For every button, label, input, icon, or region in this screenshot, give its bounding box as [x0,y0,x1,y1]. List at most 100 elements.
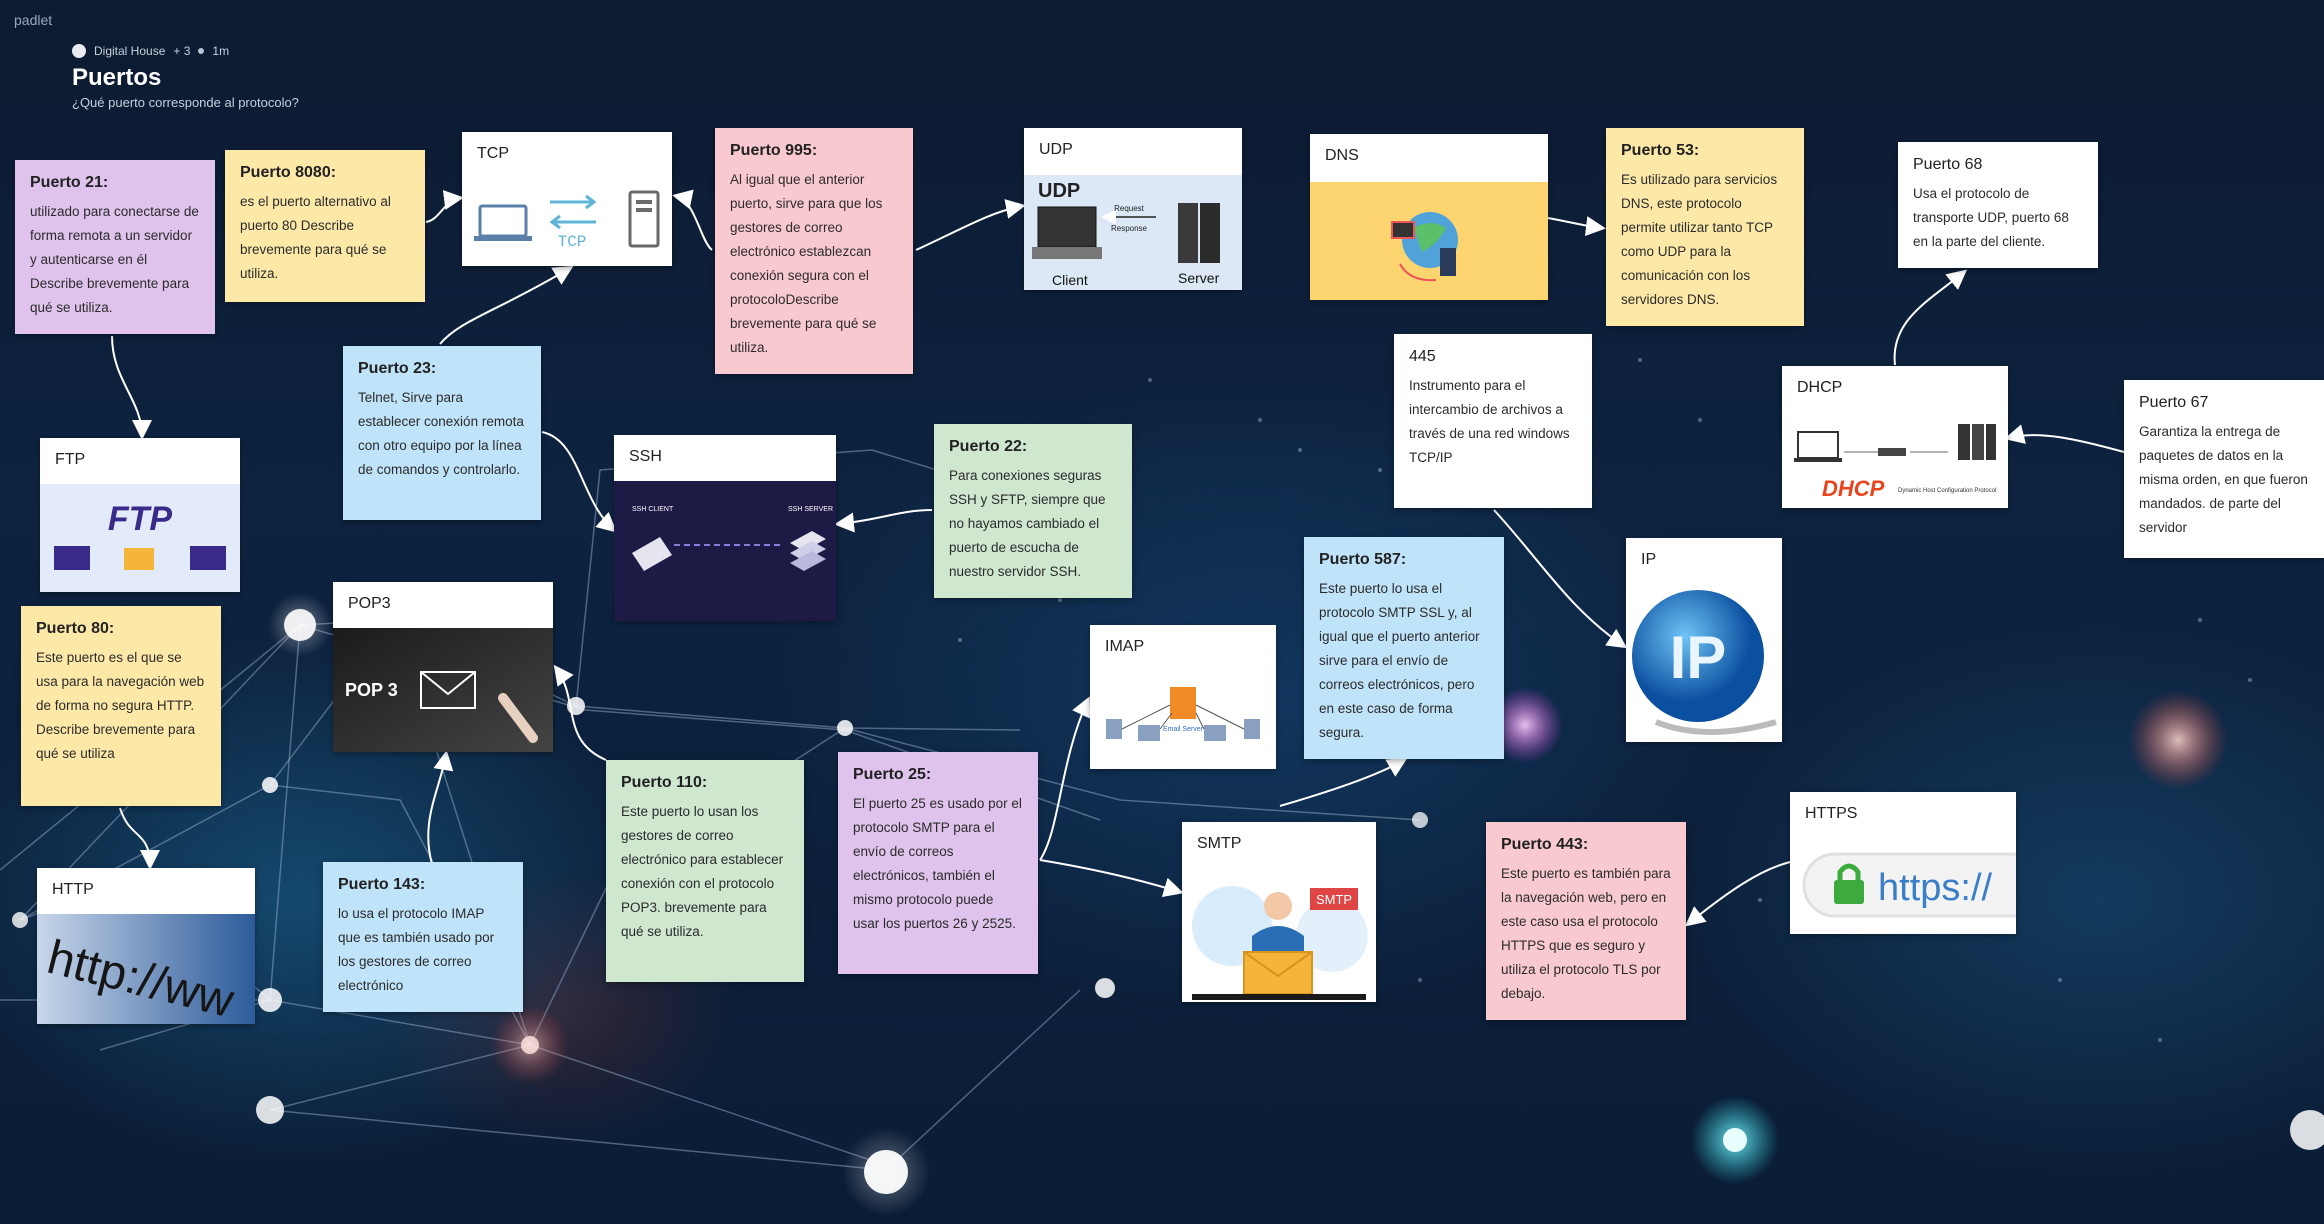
author-name[interactable]: Digital House [94,44,166,58]
dhcp-image-sub: Dynamic Host Configuration Protocol [1898,488,1996,494]
time-ago: 1m [212,44,230,58]
page-title: Puertos [72,64,162,91]
post-title: IMAP [1105,638,1145,655]
padlet-logo[interactable]: padlet [14,12,53,28]
post-title: Puerto 21: [30,174,109,191]
dns-image [1310,182,1548,300]
post-card-puerto-68[interactable]: Puerto 68 Usa el protocolo de transporte… [1898,142,2098,268]
post-card-puerto-22[interactable]: Puerto 22: Para conexiones seguras SSH y… [934,424,1132,598]
udp-image-label: UDP [1038,180,1080,202]
post-title: Puerto 67 [2139,394,2209,411]
post-title: Puerto 53: [1621,142,1700,159]
post-body: utilizado para conectarse de forma remot… [30,204,199,315]
post-card-puerto-587[interactable]: Puerto 587: Este puerto lo usa el protoc… [1304,537,1504,759]
post-body: Este puerto lo usa el protocolo SMTP SSL… [1319,581,1480,740]
contributors-count[interactable]: + 3 [173,44,191,58]
post-card-smtp[interactable]: SMTP SMTP [1182,822,1376,1002]
post-title: Puerto 25: [853,766,932,783]
udp-client-label: Client [1052,272,1088,288]
post-title: Puerto 143: [338,876,426,893]
post-title: HTTP [52,881,94,898]
post-card-dns[interactable]: DNS [1310,134,1548,300]
post-title: Puerto 22: [949,438,1028,455]
smtp-image-label: SMTP [1316,892,1352,907]
https-image: https:// [1802,852,2016,918]
https-image-label: https:// [1878,867,1992,909]
ip-image: IP [1632,590,1777,735]
author-avatar [72,44,86,58]
post-card-http[interactable]: HTTP http://ww [37,868,255,1024]
pop3-image: POP 3 [333,628,553,752]
post-card-puerto-80[interactable]: Puerto 80: Este puerto es el que se usa … [21,606,221,806]
post-card-puerto-67[interactable]: Puerto 67 Garantiza la entrega de paquet… [2124,380,2324,558]
ssh-server-label: SSH SERVER [788,506,833,513]
post-title: DNS [1325,147,1359,164]
post-card-udp[interactable]: UDP UDP Request Response Client Server [1024,128,1242,290]
ssh-client-label: SSH CLIENT [632,506,674,513]
post-card-ip[interactable]: IP IP [1626,538,1782,742]
post-body: Este puerto es el que se usa para la nav… [36,650,205,761]
post-body: Instrumento para el intercambio de archi… [1409,378,1570,465]
imap-image: Email Server [1106,687,1260,741]
post-card-445[interactable]: 445 Instrumento para el intercambio de a… [1394,334,1592,508]
ftp-image: FTP [40,484,240,592]
post-card-puerto-110[interactable]: Puerto 110: Este puerto lo usan los gest… [606,760,804,982]
post-card-https[interactable]: HTTPS https:// [1790,792,2016,934]
post-title: SSH [629,448,662,465]
ftp-image-label: FTP [108,500,173,538]
post-card-pop3[interactable]: POP3 POP 3 [333,582,553,752]
post-title: Puerto 587: [1319,551,1407,568]
post-card-puerto-53[interactable]: Puerto 53: Es utilizado para servicios D… [1606,128,1804,326]
post-body: Telnet, Sirve para establecer conexión r… [358,390,524,477]
udp-request-label: Request [1114,204,1145,213]
post-card-puerto-23[interactable]: Puerto 23: Telnet, Sirve para establecer… [343,346,541,520]
post-title: Puerto 68 [1913,156,1983,173]
udp-server-label: Server [1178,270,1220,286]
post-card-puerto-995[interactable]: Puerto 995: Al igual que el anterior pue… [715,128,913,374]
http-image: http://ww [37,914,255,1024]
post-card-dhcp[interactable]: DHCP DHCP Dynamic Host Configuration Pro… [1782,366,2008,508]
post-card-puerto-143[interactable]: Puerto 143: lo usa el protocolo IMAP que… [323,862,523,1012]
smtp-image: SMTP [1192,886,1368,1000]
post-card-puerto-21[interactable]: Puerto 21: utilizado para conectarse de … [15,160,215,334]
post-title: Puerto 110: [621,774,708,791]
udp-image: UDP Request Response Client Server [1024,175,1242,290]
post-body: Este puerto es también para la navegació… [1501,866,1671,1001]
post-title: TCP [477,145,509,162]
post-title: Puerto 995: [730,142,818,159]
post-title: Puerto 23: [358,360,437,377]
post-card-puerto-8080[interactable]: Puerto 8080: es el puerto alternativo al… [225,150,425,302]
post-body: lo usa el protocolo IMAP que es también … [338,906,495,993]
post-title: DHCP [1797,379,1843,396]
post-body: Es utilizado para servicios DNS, este pr… [1621,172,1778,307]
post-title: SMTP [1197,835,1242,852]
udp-response-label: Response [1111,224,1148,233]
post-card-puerto-25[interactable]: Puerto 25: El puerto 25 es usado por el … [838,752,1038,974]
post-title: POP3 [348,595,391,612]
post-title: 445 [1409,348,1436,365]
post-title: Puerto 443: [1501,836,1589,853]
post-card-ftp[interactable]: FTP FTP [40,438,240,592]
post-body: Este puerto lo usan los gestores de corr… [621,804,784,939]
post-body: Para conexiones seguras SSH y SFTP, siem… [949,468,1106,579]
post-card-puerto-443[interactable]: Puerto 443: Este puerto es también para … [1486,822,1686,1020]
post-title: IP [1641,551,1657,568]
post-title: Puerto 80: [36,620,115,637]
post-card-imap[interactable]: IMAP Email Server [1090,625,1276,769]
post-body: Al igual que el anterior puerto, sirve p… [730,172,883,355]
ssh-image: SSH CLIENT SSH SERVER [614,481,836,621]
post-card-tcp[interactable]: TCP TCP [462,132,672,266]
board-meta: Digital House + 3 1m [72,44,229,58]
tcp-image-label: TCP [558,233,587,251]
dhcp-image-label: DHCP [1822,476,1885,501]
page-subtitle: ¿Qué puerto corresponde al protocolo? [72,95,299,110]
post-card-ssh[interactable]: SSH SSH CLIENT SSH SERVER [614,435,836,621]
separator-dot [198,48,205,54]
ip-image-label: IP [1670,624,1727,691]
post-body: Garantiza la entrega de paquetes de dato… [2139,424,2308,535]
imap-image-label: Email Server [1163,726,1204,733]
pop3-image-label: POP 3 [345,680,398,700]
post-body: Usa el protocolo de transporte UDP, puer… [1913,186,2069,249]
post-body: El puerto 25 es usado por el protocolo S… [853,796,1022,931]
tcp-image: TCP [474,190,660,251]
